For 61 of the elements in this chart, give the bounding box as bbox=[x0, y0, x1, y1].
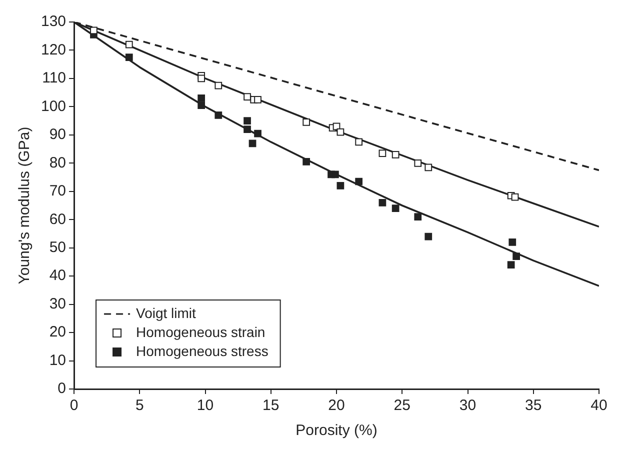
point bbox=[392, 204, 400, 212]
point bbox=[512, 252, 520, 260]
y-axis-title: Young's modulus (GPa) bbox=[16, 126, 34, 284]
x-axis-title: Porosity (%) bbox=[296, 422, 378, 440]
x-tick-label: 40 bbox=[590, 397, 608, 414]
point bbox=[424, 164, 432, 172]
x-tick-label: 20 bbox=[328, 397, 345, 414]
point bbox=[392, 151, 400, 158]
point bbox=[125, 54, 133, 61]
point bbox=[336, 128, 344, 136]
legend-label: Homogeneous stress bbox=[136, 342, 268, 359]
y-tick-label: 70 bbox=[49, 182, 66, 200]
y-tick-label: 30 bbox=[49, 295, 66, 312]
y-tick-label: 60 bbox=[49, 210, 66, 228]
y-tick-label: 0 bbox=[58, 380, 66, 398]
y-tick-label: 50 bbox=[49, 238, 66, 256]
point bbox=[302, 158, 310, 166]
point bbox=[254, 130, 262, 138]
point bbox=[424, 232, 432, 240]
point bbox=[378, 198, 386, 206]
y-tick-label: 90 bbox=[49, 126, 66, 144]
point bbox=[125, 40, 133, 48]
point bbox=[507, 261, 515, 268]
point bbox=[336, 182, 344, 190]
point bbox=[254, 96, 262, 104]
x-tick-label: 30 bbox=[459, 397, 476, 414]
x-tick-label: 25 bbox=[394, 397, 410, 414]
y-tick-label: 100 bbox=[40, 98, 66, 115]
point bbox=[90, 26, 98, 34]
point bbox=[511, 193, 519, 201]
point bbox=[244, 93, 251, 100]
point bbox=[508, 238, 516, 246]
y-tick-label: 40 bbox=[49, 267, 66, 284]
point bbox=[355, 178, 363, 186]
x-tick-label: 0 bbox=[70, 397, 78, 414]
y-tick-label: 20 bbox=[49, 324, 66, 341]
point bbox=[198, 102, 206, 109]
y-tick-label: 120 bbox=[40, 41, 66, 58]
point bbox=[302, 118, 310, 126]
point bbox=[248, 140, 256, 148]
legend-label: Homogeneous strain bbox=[136, 324, 266, 340]
point bbox=[244, 126, 251, 133]
x-tick-label: 10 bbox=[196, 397, 214, 414]
point bbox=[198, 74, 206, 82]
point bbox=[214, 82, 222, 90]
x-tick-label: 35 bbox=[525, 397, 542, 414]
x-tick-label: 5 bbox=[135, 397, 144, 414]
y-tick-label: 80 bbox=[49, 154, 66, 172]
point bbox=[378, 150, 386, 157]
x-tick-label: 15 bbox=[262, 397, 280, 414]
point bbox=[198, 94, 206, 102]
point bbox=[332, 170, 339, 178]
point bbox=[244, 117, 251, 124]
point bbox=[414, 159, 422, 167]
point bbox=[355, 138, 363, 146]
point bbox=[414, 213, 422, 220]
y-tick-label: 130 bbox=[40, 13, 66, 30]
point bbox=[214, 111, 222, 119]
y-tick-label: 10 bbox=[49, 352, 66, 369]
y-tick-label: 110 bbox=[42, 70, 66, 87]
legend-label: Voigt limit bbox=[136, 304, 196, 321]
